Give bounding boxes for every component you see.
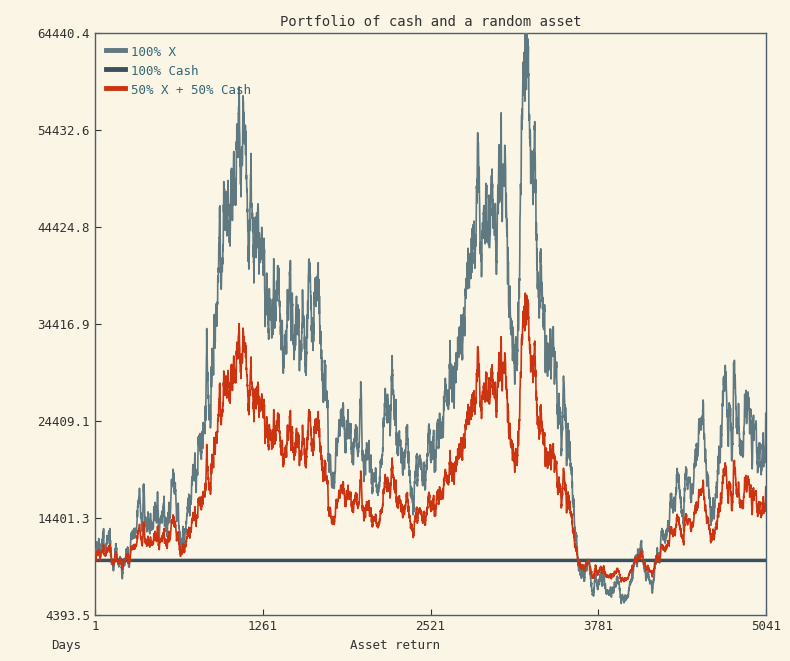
100% X [521, 22, 530, 30]
50% X + 50% Cash [762, 498, 771, 506]
100% X [528, 171, 537, 178]
100% Cash [695, 557, 705, 564]
100% X [762, 439, 771, 447]
100% Cash [674, 557, 683, 564]
100% Cash [90, 557, 100, 564]
Text: Asset return: Asset return [350, 639, 440, 652]
50% X + 50% Cash [727, 501, 736, 509]
50% X + 50% Cash [407, 524, 416, 532]
50% X + 50% Cash [616, 578, 626, 586]
100% X [90, 557, 100, 564]
100% Cash [762, 557, 771, 564]
100% X [616, 600, 626, 607]
50% X + 50% Cash [90, 557, 100, 564]
50% X + 50% Cash [674, 514, 683, 522]
Line: 100% X: 100% X [95, 26, 766, 603]
50% X + 50% Cash [696, 485, 705, 493]
100% Cash [407, 557, 416, 564]
100% Cash [726, 557, 735, 564]
100% X [397, 459, 406, 467]
100% Cash [397, 557, 406, 564]
Text: Days: Days [51, 639, 81, 652]
Line: 50% X + 50% Cash: 50% X + 50% Cash [95, 293, 766, 582]
50% X + 50% Cash [528, 364, 537, 371]
100% X [696, 414, 705, 422]
100% Cash [528, 557, 537, 564]
50% X + 50% Cash [521, 290, 530, 297]
50% X + 50% Cash [397, 508, 406, 516]
100% X [407, 492, 416, 500]
Legend: 100% X, 100% Cash, 50% X + 50% Cash: 100% X, 100% Cash, 50% X + 50% Cash [101, 39, 256, 102]
100% X [674, 471, 683, 479]
Title: Portfolio of cash and a random asset: Portfolio of cash and a random asset [280, 15, 581, 29]
100% X [727, 446, 736, 453]
